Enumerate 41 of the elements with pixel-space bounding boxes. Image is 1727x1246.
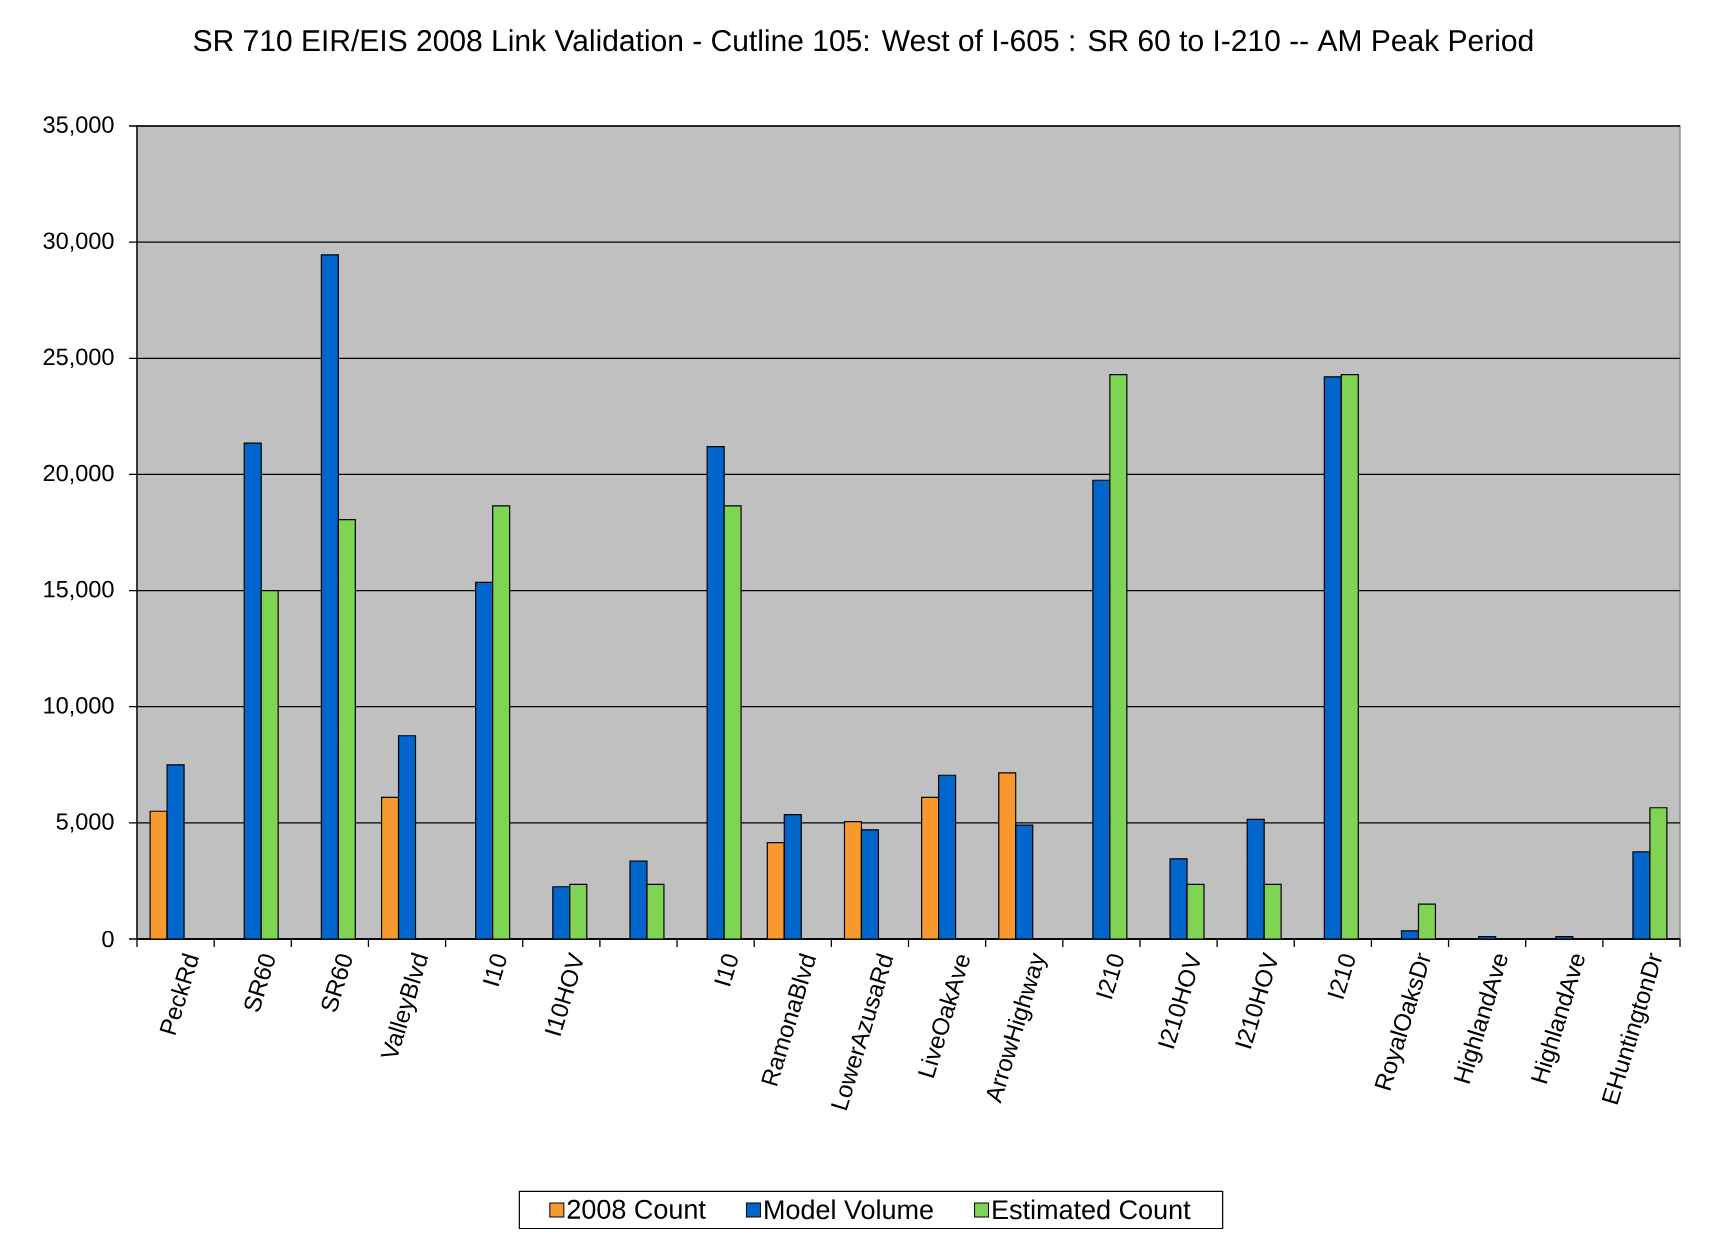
bar [397,735,417,939]
legend-label: 2008 Count [567,1199,706,1219]
bar [552,886,571,939]
x-tick-label: I10HOV [544,951,583,1037]
bar [243,442,262,939]
y-tick-label: 0 [102,930,114,948]
bar [492,505,511,939]
bar [260,589,279,939]
x-tick-label: SR60 [321,954,352,1012]
y-tick-label: 15,000 [44,580,114,601]
y-tick-label: 20,000 [43,464,114,485]
bar [937,774,957,939]
bar [475,581,494,939]
x-tick-label: I210 [1327,954,1355,1000]
x-tick-label: SR60 [244,954,275,1012]
bar [843,821,863,939]
chart-title: SR 710 EIR/EIS 2008 Link Validation - Cutline 105: West of I-605 : SR 60 to I-210 -- AM Peak Period [193,29,1533,52]
bar [998,772,1017,939]
bar [766,841,785,939]
legend-label: Estimated Count [993,1199,1191,1220]
y-tick-label: 25,000 [43,348,114,368]
y-tick-label: 35,000 [43,116,114,136]
bar [569,883,588,939]
y-tick-label: 5,000 [56,813,114,833]
legend-label: Model Volume [765,1199,933,1220]
y-tick-label: 30,000 [43,232,114,252]
bar [783,814,802,939]
x-tick-label: I10 [714,954,738,987]
bar [921,796,940,939]
bar [1323,376,1342,939]
x-tick-label: I10 [482,954,507,987]
y-tick-label: 10,000 [44,697,114,717]
bar [860,829,880,939]
bar [1246,818,1265,939]
x-tick-label: PeckRd [159,953,199,1036]
bar [320,254,339,939]
bar [380,796,400,939]
bar [337,519,356,939]
bar [1340,373,1359,939]
bar [1015,824,1034,939]
x-tick-label: I210 [1096,954,1124,1000]
